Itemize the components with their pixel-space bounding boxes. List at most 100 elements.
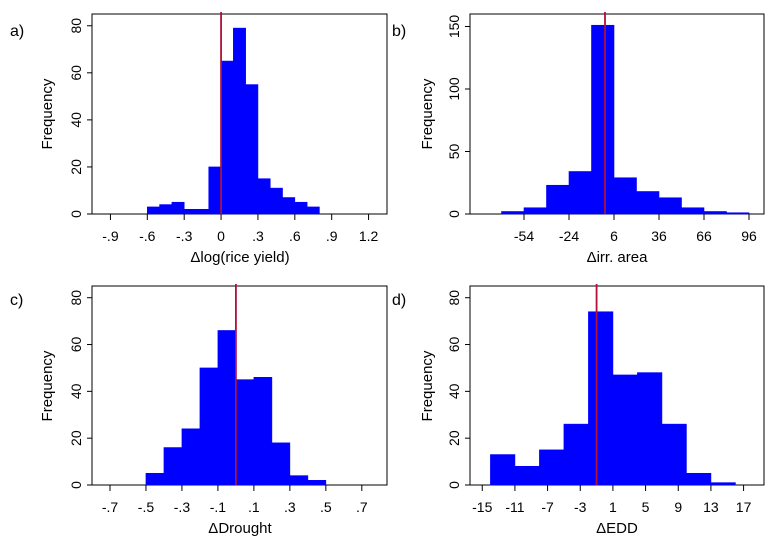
panel-c-x-tick-label-8: .7	[356, 499, 368, 515]
panel-a-bar-6	[208, 166, 222, 215]
panel-a-bar-13	[294, 201, 308, 215]
panel-c: 0 20 40 60 80 -.7 -.5 -.3 -.1 .1 .3 .5 .7 c) Freque…	[10, 284, 388, 537]
panel-c-y-tick-label-4: 60	[68, 337, 84, 353]
panel-c-bar-10	[307, 480, 327, 486]
panel-c-bar-9	[289, 475, 309, 486]
panel-a-bar-12	[282, 197, 296, 215]
panel-b-bar-1	[501, 211, 525, 215]
panel-a-x-tick-label-1: -.9	[102, 228, 119, 244]
panel-a-y-tick-label-2: 20	[68, 159, 84, 175]
panel-d-bar-7	[637, 372, 663, 486]
panel-b-x-axis-title: Δirr. area	[587, 249, 649, 266]
panel-c-x-tick-label-2: -.5	[138, 499, 155, 515]
panel-d-bar-1	[490, 454, 516, 486]
panel-b-x-tick-label-6: 96	[741, 228, 757, 244]
panel-c-y-tick-label-3: 40	[68, 383, 84, 399]
panel-b-y-tick-label-1: 0	[446, 210, 462, 218]
panel-c-y-tick-label-1: 0	[68, 481, 84, 489]
panel-b-bar-5	[591, 24, 615, 215]
panel-b-bar-9	[681, 207, 705, 215]
panel-a-bar-5	[196, 208, 210, 215]
panel-c-bar-5	[217, 330, 237, 486]
panel-b-x-tick-label-4: 36	[651, 228, 667, 244]
panel-c-y-tick-label-2: 20	[68, 430, 84, 446]
panel-a-x-tick-label-8: 1.2	[359, 228, 379, 244]
panel-a-bar-9	[245, 84, 259, 215]
panel-a-label: a)	[10, 23, 24, 40]
panel-d: 0 20 40 60 80 -15 -11 -7 -3 1 5 9 13 17 d) Frequency…	[392, 284, 765, 537]
panel-d-x-tick-label-7: 9	[674, 499, 682, 515]
panel-a-bar-7	[220, 60, 234, 215]
panel-d-y-axis-title: Frequency	[419, 350, 436, 421]
panel-d-y-tick-label-4: 60	[446, 337, 462, 353]
panel-d-x-axis-title: ΔEDD	[596, 520, 638, 537]
panel-d-x-tick-label-3: -7	[541, 499, 554, 515]
panel-c-y-tick-label-5: 80	[68, 290, 84, 306]
panel-a-x-tick-label-7: .9	[326, 228, 338, 244]
panel-b-bar-8	[658, 197, 682, 215]
panel-a-y-tick-label-5: 80	[68, 18, 84, 34]
panel-d-y-tick-label-3: 40	[446, 383, 462, 399]
panel-c-x-tick-label-6: .3	[284, 499, 296, 515]
panel-d-bar-5	[588, 311, 614, 486]
panel-a-x-tick-label-5: .3	[252, 228, 264, 244]
panel-b-bar-7	[636, 191, 660, 215]
panel-d-x-tick-label-6: 5	[642, 499, 650, 515]
panel-c-bar-6	[235, 379, 255, 486]
panel-d-x-tick-label-8: 13	[703, 499, 719, 515]
panel-c-x-tick-label-3: -.3	[174, 499, 191, 515]
panel-b-bar-6	[613, 177, 637, 215]
panel-c-x-tick-label-1: -.7	[102, 499, 119, 515]
panel-c-x-tick-label-4: -.1	[210, 499, 227, 515]
panel-c-bar-1	[145, 472, 165, 486]
panel-d-bar-4	[563, 423, 589, 486]
panel-d-bar-3	[539, 449, 565, 486]
panel-a-x-tick-label-3: -.3	[176, 228, 193, 244]
panel-a-bar-3	[171, 201, 185, 215]
panel-b-bar-4	[568, 171, 592, 215]
panel-c-x-tick-label-5: .1	[248, 499, 260, 515]
panel-d-bar-10	[710, 482, 736, 486]
panel-b-label: b)	[392, 23, 406, 40]
panel-b-bar-2	[523, 207, 547, 215]
panel-d-bar-8	[661, 423, 687, 486]
panel-a-x-tick-label-6: .6	[289, 228, 301, 244]
panel-b-y-axis-title: Frequency	[419, 78, 436, 149]
panel-d-x-tick-label-5: 1	[609, 499, 617, 515]
panel-a-x-axis-title: Δlog(rice yield)	[190, 249, 289, 266]
panel-b-bar-10	[703, 211, 727, 215]
panel-d-label: d)	[392, 292, 406, 309]
panel-a-bar-2	[159, 204, 173, 215]
panel-d-y-tick-label-1: 0	[446, 481, 462, 489]
panel-c-bar-4	[199, 367, 219, 486]
panel-c-bar-2	[163, 447, 183, 486]
panel-d-bar-2	[514, 465, 540, 486]
panel-d-y-tick-label-5: 80	[446, 290, 462, 306]
panel-d-x-tick-label-4: -3	[574, 499, 587, 515]
panel-a-bar-14	[306, 206, 320, 215]
panel-b-y-tick-label-3: 100	[446, 77, 462, 101]
panel-d-x-tick-label-1: -15	[472, 499, 492, 515]
panel-a-y-tick-label-4: 60	[68, 65, 84, 81]
panel-c-bar-7	[253, 377, 273, 486]
panel-b-x-tick-label-2: -24	[559, 228, 579, 244]
panel-c-bar-8	[271, 442, 291, 486]
panel-c-bar-3	[181, 428, 201, 486]
panel-a-bar-1	[147, 206, 160, 215]
panel-a-y-tick-label-3: 40	[68, 112, 84, 128]
panel-d-x-tick-label-2: -11	[505, 499, 524, 515]
panel-b-y-tick-label-4: 150	[446, 15, 462, 39]
panel-a-y-tick-label-1: 0	[68, 210, 84, 218]
panel-b: 0 50 100 150 -54 -24 6 36 66 96 b) Frequency Δir…	[392, 12, 765, 266]
panel-a-bar-11	[269, 187, 283, 215]
panel-b-bar-3	[546, 184, 570, 215]
panel-d-bar-6	[612, 374, 638, 486]
panel-c-x-tick-label-7: .5	[320, 499, 332, 515]
panel-a-x-tick-label-4: 0	[217, 228, 225, 244]
panel-b-x-tick-label-5: 66	[696, 228, 712, 244]
panel-b-bar-11	[726, 212, 750, 215]
panel-a-bar-4	[183, 208, 197, 215]
panel-d-x-tick-label-9: 17	[736, 499, 752, 515]
panel-a-bar-8	[233, 27, 246, 215]
panel-b-x-tick-label-1: -54	[514, 228, 534, 244]
